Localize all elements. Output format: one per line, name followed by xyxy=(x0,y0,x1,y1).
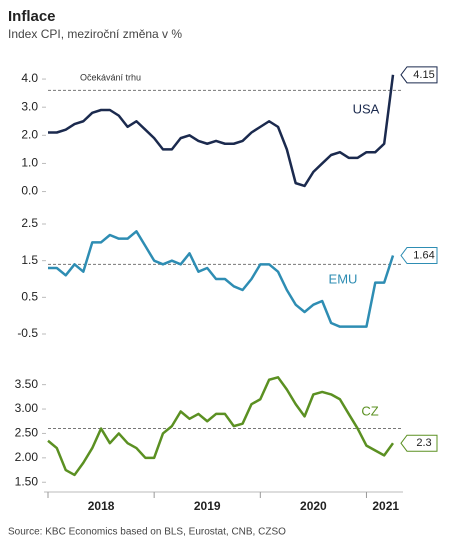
y-tick-label: 2.50 xyxy=(15,426,39,440)
y-tick-label: 4.0 xyxy=(21,71,38,85)
y-tick-label: 3.0 xyxy=(21,99,38,113)
callout xyxy=(400,247,438,265)
y-tick-label: 2.0 xyxy=(21,127,38,141)
series-label: USA xyxy=(353,101,380,116)
y-tick-label: -0.5 xyxy=(17,326,38,340)
chart-title: Inflace xyxy=(8,8,56,25)
y-tick-label: 3.00 xyxy=(15,401,39,415)
y-tick-label: 1.0 xyxy=(21,156,38,170)
x-tick-label: 2020 xyxy=(300,499,327,513)
chart-subtitle: Index CPI, meziroční změna v % xyxy=(8,27,182,41)
value-label: 1.64 xyxy=(413,249,434,261)
value-label: 4.15 xyxy=(413,69,434,81)
series-label: CZ xyxy=(361,403,378,418)
y-tick-label: 0.5 xyxy=(21,290,38,304)
series-label: EMU xyxy=(329,271,358,286)
callout xyxy=(400,434,438,452)
value-label: 2.3 xyxy=(416,437,431,449)
x-tick-label: 2018 xyxy=(88,499,115,513)
annotation: Očekávání trhu xyxy=(80,73,141,83)
x-tick-label: 2019 xyxy=(194,499,221,513)
y-tick-label: 1.50 xyxy=(15,474,39,488)
line xyxy=(48,74,395,188)
y-tick-label: 1.5 xyxy=(21,253,38,267)
x-tick-label: 2021 xyxy=(372,499,399,513)
line xyxy=(47,376,395,477)
callout xyxy=(400,66,438,84)
y-tick-label: 2.5 xyxy=(21,216,38,230)
source: Source: KBC Economics based on BLS, Euro… xyxy=(8,527,286,538)
y-tick-label: 2.00 xyxy=(15,450,39,464)
y-tick-label: 0.0 xyxy=(21,184,38,198)
line xyxy=(48,230,395,328)
y-tick-label: 3.50 xyxy=(15,377,39,391)
